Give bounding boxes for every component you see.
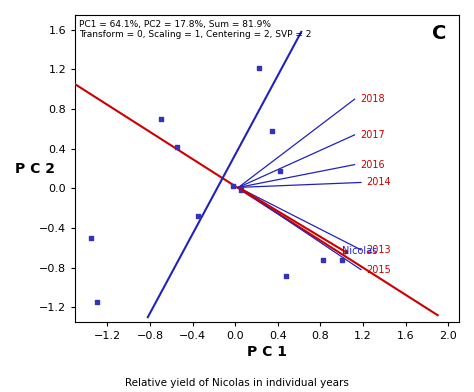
- Text: 2017: 2017: [360, 130, 384, 140]
- Point: [319, 257, 327, 263]
- Text: C: C: [432, 24, 447, 43]
- Text: 2018: 2018: [360, 94, 384, 104]
- Point: [88, 235, 95, 241]
- Point: [283, 272, 290, 279]
- Point: [157, 116, 164, 122]
- Point: [276, 167, 284, 174]
- Point: [93, 299, 100, 305]
- Text: 2015: 2015: [366, 265, 391, 275]
- Text: PC1 = 64.1%, PC2 = 17.8%, Sum = 81.9%
Transform = 0, Scaling = 1, Centering = 2,: PC1 = 64.1%, PC2 = 17.8%, Sum = 81.9% Tr…: [79, 20, 311, 39]
- Point: [173, 143, 181, 150]
- Text: Relative yield of Nicolas in individual years: Relative yield of Nicolas in individual …: [125, 378, 349, 388]
- Point: [237, 187, 244, 194]
- Point: [229, 183, 237, 190]
- Point: [338, 257, 346, 263]
- Text: 2014: 2014: [366, 178, 391, 187]
- Point: [255, 64, 263, 71]
- Point: [269, 128, 276, 134]
- Text: 2016: 2016: [360, 160, 384, 170]
- Text: Nicolas: Nicolas: [342, 246, 377, 256]
- Text: 2013: 2013: [366, 245, 391, 255]
- X-axis label: P C 1: P C 1: [247, 345, 287, 359]
- Y-axis label: P C 2: P C 2: [15, 162, 55, 176]
- Point: [194, 213, 201, 219]
